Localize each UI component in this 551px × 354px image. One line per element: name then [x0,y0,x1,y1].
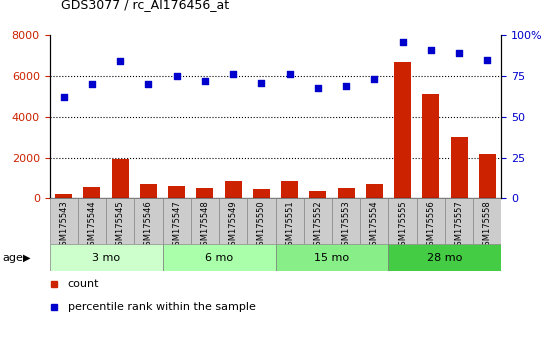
Text: GSM175557: GSM175557 [455,200,463,251]
Bar [140,184,157,198]
Bar [197,188,213,198]
Text: GSM175548: GSM175548 [201,200,209,251]
Point [483,57,491,63]
FancyBboxPatch shape [163,198,191,244]
FancyBboxPatch shape [191,198,219,244]
Text: age: age [3,252,24,263]
FancyBboxPatch shape [106,198,134,244]
Point [172,73,181,79]
Bar [394,62,411,198]
Bar [366,184,383,198]
Point [144,81,153,87]
Point [426,47,435,53]
Text: GSM175554: GSM175554 [370,200,379,251]
Text: GSM175555: GSM175555 [398,200,407,251]
Bar [338,188,355,198]
FancyBboxPatch shape [332,198,360,244]
FancyBboxPatch shape [78,198,106,244]
FancyBboxPatch shape [445,198,473,244]
FancyBboxPatch shape [134,198,163,244]
Bar [281,181,298,198]
Bar [422,95,439,198]
Point [60,95,68,100]
Bar [479,154,496,198]
Point [455,51,463,56]
FancyBboxPatch shape [50,198,78,244]
Bar [168,186,185,198]
Point [201,78,209,84]
Text: percentile rank within the sample: percentile rank within the sample [68,302,256,312]
Text: GSM175546: GSM175546 [144,200,153,251]
Text: GSM175550: GSM175550 [257,200,266,251]
Bar [55,194,72,198]
Bar [83,187,100,198]
Text: GSM175544: GSM175544 [88,200,96,251]
FancyBboxPatch shape [360,198,388,244]
FancyBboxPatch shape [473,198,501,244]
Text: GSM175551: GSM175551 [285,200,294,251]
Bar [451,137,467,198]
Text: count: count [68,279,99,289]
FancyBboxPatch shape [417,198,445,244]
FancyBboxPatch shape [276,244,388,271]
Text: GSM175549: GSM175549 [229,200,237,251]
FancyBboxPatch shape [304,198,332,244]
Point [116,59,125,64]
FancyBboxPatch shape [219,198,247,244]
Text: GDS3077 / rc_AI176456_at: GDS3077 / rc_AI176456_at [61,0,229,11]
Point [314,85,322,90]
Text: GSM175552: GSM175552 [314,200,322,251]
Text: GSM175556: GSM175556 [426,200,435,251]
FancyBboxPatch shape [50,244,163,271]
Text: 3 mo: 3 mo [92,252,120,263]
Point [342,83,350,89]
FancyBboxPatch shape [388,244,501,271]
Text: GSM175543: GSM175543 [59,200,68,251]
FancyBboxPatch shape [247,198,276,244]
Text: GSM175558: GSM175558 [483,200,492,251]
FancyBboxPatch shape [388,198,417,244]
Point [285,72,294,77]
Point [370,76,379,82]
Point [88,81,96,87]
Text: GSM175553: GSM175553 [342,200,350,251]
Text: GSM175545: GSM175545 [116,200,125,251]
Point [398,39,407,45]
FancyBboxPatch shape [276,198,304,244]
Text: 6 mo: 6 mo [205,252,233,263]
Text: 28 mo: 28 mo [427,252,463,263]
Text: ▶: ▶ [23,252,31,263]
Text: GSM175547: GSM175547 [172,200,181,251]
Bar [253,189,270,198]
Point [229,72,237,77]
Bar [112,159,128,198]
Bar [310,191,326,198]
FancyBboxPatch shape [163,244,276,271]
Text: 15 mo: 15 mo [315,252,349,263]
Bar [225,181,241,198]
Point [257,80,266,85]
